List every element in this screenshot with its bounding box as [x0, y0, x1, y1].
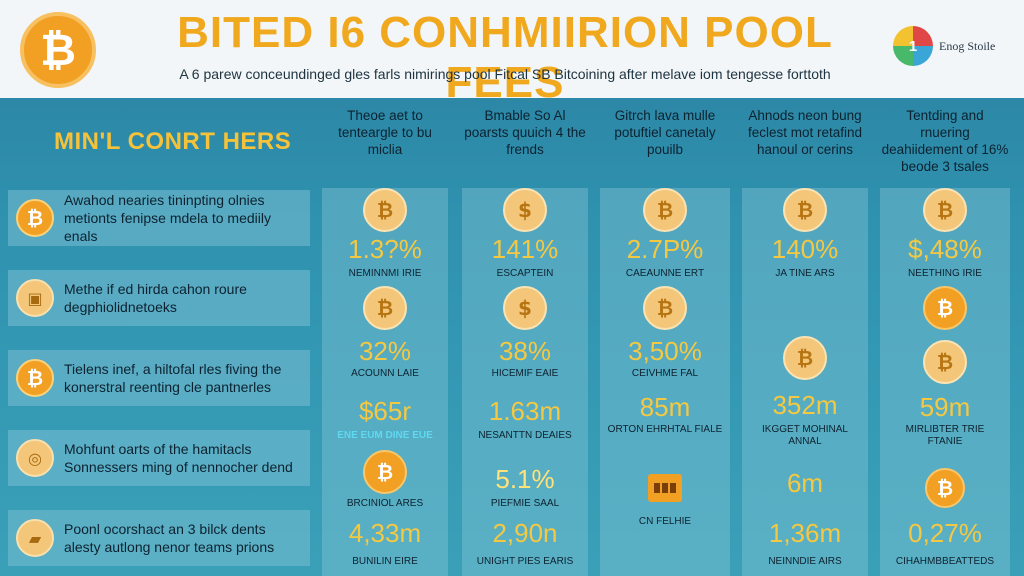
- row-text: Tielens inef, a hiltofal rles fiving the…: [64, 360, 282, 395]
- value: 140%: [771, 234, 839, 264]
- column-4: Ahnods neon bung feclest mot retafind ha…: [742, 100, 868, 576]
- value: 3,50%: [628, 336, 702, 366]
- row-text: Poonl ocorshact an 3 bilck dents alesty …: [64, 520, 275, 555]
- column-heading: Ahnods neon bung feclest mot retafind ha…: [747, 108, 863, 157]
- bitcoin-coin-icon: ₿: [783, 188, 827, 232]
- row-label-5: ▰ Poonl ocorshact an 3 bilck dents alest…: [8, 510, 310, 566]
- value-label: ACOUNN LAIE: [351, 368, 419, 379]
- column-3: Gitrch lava mulle potuftiel canetaly pou…: [600, 100, 730, 576]
- value: 2,90n: [492, 518, 558, 548]
- row-label-1: ₿ Awahod nearies tininpting olnies metio…: [8, 190, 310, 246]
- bitcoin-icon: ₿: [16, 199, 54, 237]
- value-label: FTANIE: [927, 436, 963, 447]
- bitcoin-coin-icon: ₿: [923, 286, 967, 330]
- bitcoin-coin-icon: ₿: [363, 450, 407, 494]
- row-label-2: ▣ Methe if ed hirda cahon roure degphiol…: [8, 270, 310, 326]
- document-icon: ▣: [16, 279, 54, 317]
- column-heading: Theoe aet to tenteargle to bu miclia: [338, 108, 432, 157]
- value-label: ESCAPTEIN: [496, 268, 554, 279]
- column-band: [462, 188, 588, 576]
- bitcoin-coin-icon: ₿: [923, 188, 967, 232]
- header-bar: ₿ BITED I6 CONHMIIRION POOL FEES A 6 par…: [0, 0, 1024, 107]
- brand-logo: 1 Enog Stoile: [893, 24, 1018, 68]
- value-label: UNIGHT PIES EARIS: [476, 556, 574, 567]
- value-label: CAEAUNNE ERT: [625, 268, 705, 279]
- value-label: CN FELHIE: [638, 516, 692, 527]
- row-label-3: ₿ Tielens inef, a hiltofal rles fiving t…: [8, 350, 310, 406]
- column-band: [742, 188, 868, 576]
- value: 1.3?%: [348, 234, 422, 264]
- value: 59m: [919, 392, 971, 422]
- value-label: ANNAL: [788, 436, 822, 447]
- column-2: Bmable So Al poarsts quuich 4 the frends…: [462, 100, 588, 576]
- value-label: NEINNDIE AIRS: [768, 556, 842, 567]
- value: 352m: [772, 390, 838, 420]
- value-label: JA TINE ARS: [775, 268, 835, 279]
- section-label: MIN'L CONRT HERS: [54, 128, 292, 155]
- dollar-coin-icon: $: [503, 286, 547, 330]
- value: 5.1%: [495, 464, 555, 494]
- value: 141%: [491, 234, 559, 264]
- value: 0,27%: [908, 518, 982, 548]
- bitcoin-coin-icon: ₿: [363, 188, 407, 232]
- value-label: NEETHING IRIE: [908, 268, 982, 279]
- row-label-4: ◎ Mohfunt oarts of the hamitacls Sonness…: [8, 430, 310, 486]
- bitcoin-coin-icon: ₿: [643, 286, 687, 330]
- compass-icon: ◎: [16, 439, 54, 477]
- value: 85m: [639, 392, 691, 422]
- value: 32%: [358, 336, 412, 366]
- column-heading: Tentding and rnuering deahiidement of 16…: [881, 108, 1009, 174]
- column-heading: Gitrch lava mulle potuftiel canetaly pou…: [614, 108, 716, 157]
- value: 2.7P%: [626, 234, 704, 264]
- value-label: BRCINIOL ARES: [346, 498, 424, 509]
- value: $,48%: [908, 234, 982, 264]
- value: 1,36m: [768, 518, 842, 548]
- bitcoin-icon: ₿: [16, 359, 54, 397]
- value: 1.63m: [488, 396, 562, 426]
- value-label: ENE EUM DINE EUE: [337, 430, 433, 441]
- calendar-icon: [648, 474, 682, 502]
- column-heading: Bmable So Al poarsts quuich 4 the frends: [464, 108, 586, 157]
- value: 38%: [498, 336, 552, 366]
- bitcoin-coin-icon: ₿: [923, 340, 967, 384]
- row-text: Methe if ed hirda cahon roure degphiolid…: [64, 280, 247, 315]
- value-label: CIHAHMBBEATTEDS: [895, 556, 995, 567]
- bitcoin-coin-icon: ₿: [643, 188, 687, 232]
- value-label: ORTON EHRHTAL FIALE: [607, 424, 723, 435]
- value-label: NEMINNMI IRIE: [348, 268, 422, 279]
- value-label: IKGGET MOHINAL: [762, 424, 848, 435]
- brand-circle-icon: 1: [893, 26, 933, 66]
- value-label: NESANTTN DEAIES: [478, 430, 572, 441]
- value-label: PIEFMIE SAAL: [490, 498, 560, 509]
- row-text: Mohfunt oarts of the hamitacls Sonnesser…: [64, 440, 293, 475]
- bitcoin-logo-icon: ₿: [20, 12, 96, 88]
- dollar-coin-icon: $: [503, 188, 547, 232]
- ticket-icon: ▰: [16, 519, 54, 557]
- column-band: [600, 188, 730, 576]
- row-text: Awahod nearies tininpting olnies metiont…: [64, 191, 271, 245]
- column-1: Theoe aet to tenteargle to bu miclia ₿ 1…: [322, 100, 448, 576]
- bitcoin-coin-icon: ₿: [925, 468, 965, 508]
- value-label: BUNILIN EIRE: [352, 556, 418, 567]
- value-label: CEIVHME FAL: [631, 368, 699, 379]
- bitcoin-coin-icon: ₿: [363, 286, 407, 330]
- column-5: Tentding and rnuering deahiidement of 16…: [880, 100, 1010, 576]
- value: 4,33m: [348, 518, 422, 548]
- value-label: HICEMIF EAIE: [491, 368, 559, 379]
- column-band: [322, 188, 448, 576]
- page-subtitle: A 6 parew conceundinged gles farls nimir…: [179, 66, 831, 82]
- page-title: BITED I6 CONHMIIRION POOL FEES: [177, 8, 833, 107]
- value-label: MIRLIBTER TRIE: [905, 424, 985, 435]
- value: $65r: [358, 396, 412, 426]
- value: 6m: [786, 468, 824, 498]
- brand-name: Enog Stoile: [939, 38, 996, 53]
- bitcoin-coin-icon: ₿: [783, 336, 827, 380]
